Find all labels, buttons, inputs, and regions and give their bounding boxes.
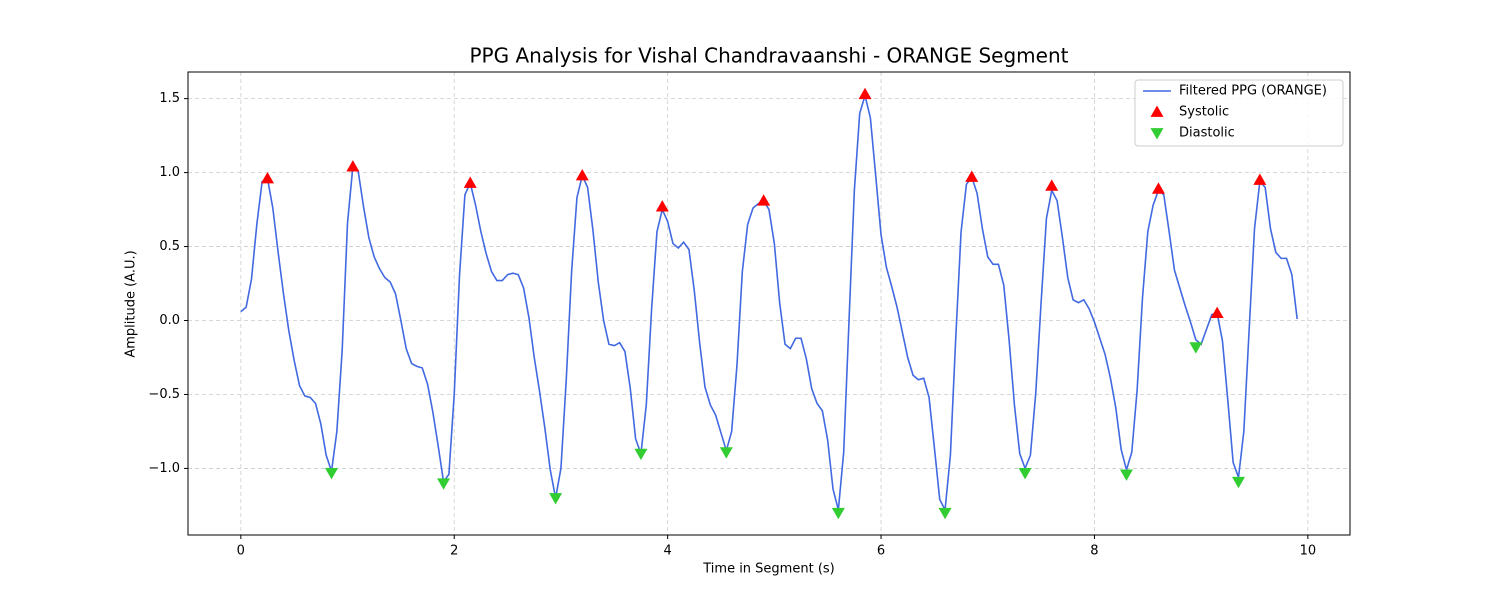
chart-title: PPG Analysis for Vishal Chandravaanshi -… bbox=[470, 44, 1069, 68]
peak-marker bbox=[437, 478, 451, 490]
peak-marker bbox=[1018, 467, 1032, 480]
legend-swatch bbox=[1150, 128, 1164, 140]
peak-marker bbox=[938, 507, 952, 520]
peak-marker bbox=[549, 493, 563, 505]
legend-label: Filtered PPG (ORANGE) bbox=[1179, 84, 1327, 99]
x-tick-label: 0 bbox=[237, 544, 245, 559]
peak-marker bbox=[965, 170, 979, 182]
legend-box bbox=[1134, 79, 1344, 147]
y-axis-label: Amplitude (A.U.) bbox=[124, 250, 139, 357]
peak-marker bbox=[325, 467, 339, 480]
y-tick-label: 1.5 bbox=[159, 91, 180, 106]
peak-marker bbox=[858, 87, 872, 100]
peak-marker bbox=[831, 507, 845, 520]
legend-label: Diastolic bbox=[1179, 126, 1235, 141]
peak-marker bbox=[1151, 182, 1165, 194]
x-tick-label: 8 bbox=[1090, 544, 1098, 559]
y-tick-label: 1.0 bbox=[159, 165, 180, 180]
peak-marker bbox=[757, 194, 771, 206]
peak-marker bbox=[1253, 173, 1267, 185]
peak-marker bbox=[719, 447, 733, 459]
peak-marker bbox=[463, 176, 477, 188]
peak-marker bbox=[1189, 342, 1203, 354]
peak-marker bbox=[346, 160, 360, 172]
x-tick-label: 2 bbox=[450, 544, 458, 559]
y-tick-label: 0.0 bbox=[159, 313, 180, 328]
peak-marker bbox=[260, 172, 274, 184]
plot-frame bbox=[187, 71, 1351, 536]
peak-marker bbox=[1231, 476, 1245, 489]
peak-marker bbox=[1119, 469, 1133, 481]
legend-swatch bbox=[1150, 105, 1164, 117]
x-axis-label: Time in Segment (s) bbox=[702, 562, 834, 577]
y-tick-label: −1.0 bbox=[148, 461, 180, 476]
peak-marker bbox=[1210, 306, 1224, 318]
peak-marker bbox=[634, 448, 648, 461]
y-tick-label: −0.5 bbox=[148, 387, 180, 402]
x-tick-label: 6 bbox=[877, 544, 885, 559]
peak-marker bbox=[575, 169, 589, 181]
x-tick-label: 4 bbox=[663, 544, 671, 559]
legend-label: Systolic bbox=[1179, 105, 1229, 120]
y-tick-label: 0.5 bbox=[159, 239, 180, 254]
legend: Filtered PPG (ORANGE) Systolic Diastolic bbox=[1134, 79, 1344, 147]
x-tick-label: 10 bbox=[1300, 544, 1317, 559]
ppg-line bbox=[240, 92, 1298, 513]
peak-marker bbox=[1045, 179, 1059, 191]
peak-marker bbox=[655, 200, 669, 212]
